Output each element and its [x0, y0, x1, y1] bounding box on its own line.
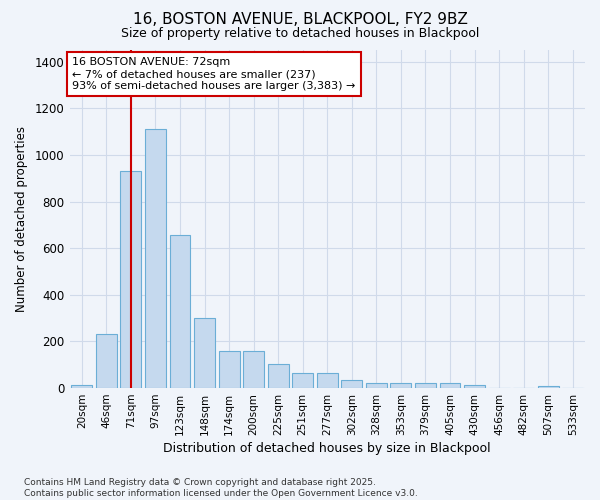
Bar	[538, 386, 559, 388]
Bar	[170, 236, 190, 388]
Bar	[440, 384, 460, 388]
Bar	[243, 351, 264, 388]
Bar	[268, 364, 289, 388]
Bar	[121, 171, 142, 388]
Text: Contains HM Land Registry data © Crown copyright and database right 2025.
Contai: Contains HM Land Registry data © Crown c…	[24, 478, 418, 498]
Text: 16, BOSTON AVENUE, BLACKPOOL, FY2 9BZ: 16, BOSTON AVENUE, BLACKPOOL, FY2 9BZ	[133, 12, 467, 28]
Bar	[218, 351, 239, 388]
Text: 16 BOSTON AVENUE: 72sqm
← 7% of detached houses are smaller (237)
93% of semi-de: 16 BOSTON AVENUE: 72sqm ← 7% of detached…	[72, 58, 356, 90]
Bar	[341, 380, 362, 388]
Bar	[145, 130, 166, 388]
Bar	[464, 384, 485, 388]
Bar	[317, 373, 338, 388]
Y-axis label: Number of detached properties: Number of detached properties	[15, 126, 28, 312]
Bar	[415, 384, 436, 388]
Bar	[96, 334, 117, 388]
Bar	[366, 384, 387, 388]
Bar	[391, 383, 412, 388]
Text: Size of property relative to detached houses in Blackpool: Size of property relative to detached ho…	[121, 28, 479, 40]
Bar	[71, 384, 92, 388]
X-axis label: Distribution of detached houses by size in Blackpool: Distribution of detached houses by size …	[163, 442, 491, 455]
Bar	[292, 373, 313, 388]
Bar	[194, 318, 215, 388]
